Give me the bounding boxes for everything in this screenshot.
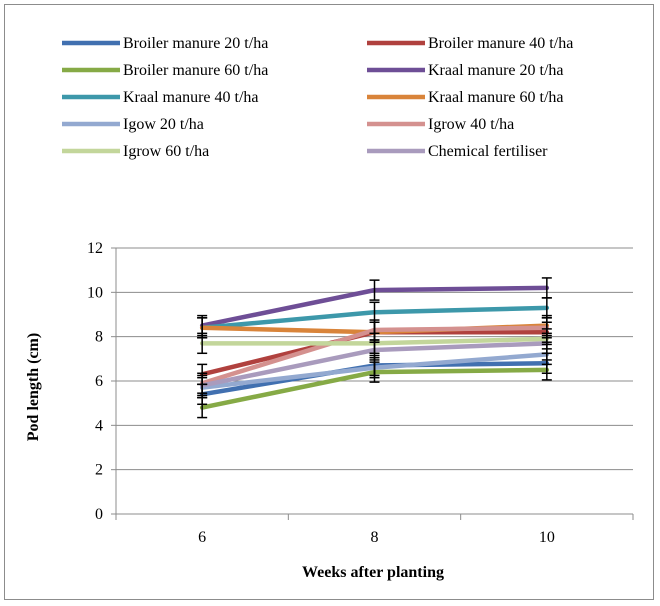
chart-frame: Broiler manure 20 t/ha Broiler manure 40 … xyxy=(4,4,654,600)
chart: Broiler manure 20 t/ha Broiler manure 40 … xyxy=(25,35,634,581)
legend-label-1: Broiler manure 40 t/ha xyxy=(428,35,573,52)
y-tick-label-4: 4 xyxy=(95,417,103,434)
y-axis-title: Pod length (cm) xyxy=(25,333,42,441)
legend-label-4: Kraal manure 40 t/ha xyxy=(123,89,259,106)
y-tick-label-2: 2 xyxy=(95,462,103,479)
tick-labels: 0 2 4 6 8 10 12 6 8 10 xyxy=(87,240,555,546)
axes xyxy=(111,247,634,520)
y-tick-label-0: 0 xyxy=(95,506,103,523)
legend-label-9: Chemical fertiliser xyxy=(428,143,548,160)
legend-label-8: Igrow 60 t/ha xyxy=(123,143,209,160)
y-tick-label-12: 12 xyxy=(87,240,103,257)
legend-label-5: Kraal manure 60 t/ha xyxy=(428,89,564,106)
legend-label-2: Broiler manure 60 t/ha xyxy=(123,62,268,79)
x-axis-title: Weeks after planting xyxy=(302,564,444,581)
legend-label-7: Igrow 40 t/ha xyxy=(428,116,514,133)
legend-label-6: Igow 20 t/ha xyxy=(123,116,204,133)
error-bars xyxy=(197,277,552,419)
legend-label-3: Kraal manure 20 t/ha xyxy=(428,62,564,79)
legend-label-0: Broiler manure 20 t/ha xyxy=(123,35,268,52)
y-tick-label-6: 6 xyxy=(95,373,103,390)
y-tick-label-10: 10 xyxy=(87,284,103,301)
x-tick-label-10: 10 xyxy=(539,529,555,546)
legend: Broiler manure 20 t/ha Broiler manure 40 … xyxy=(62,35,573,160)
x-tick-label-6: 6 xyxy=(198,529,206,546)
x-tick-label-8: 8 xyxy=(371,529,379,546)
y-tick-label-8: 8 xyxy=(95,329,103,346)
